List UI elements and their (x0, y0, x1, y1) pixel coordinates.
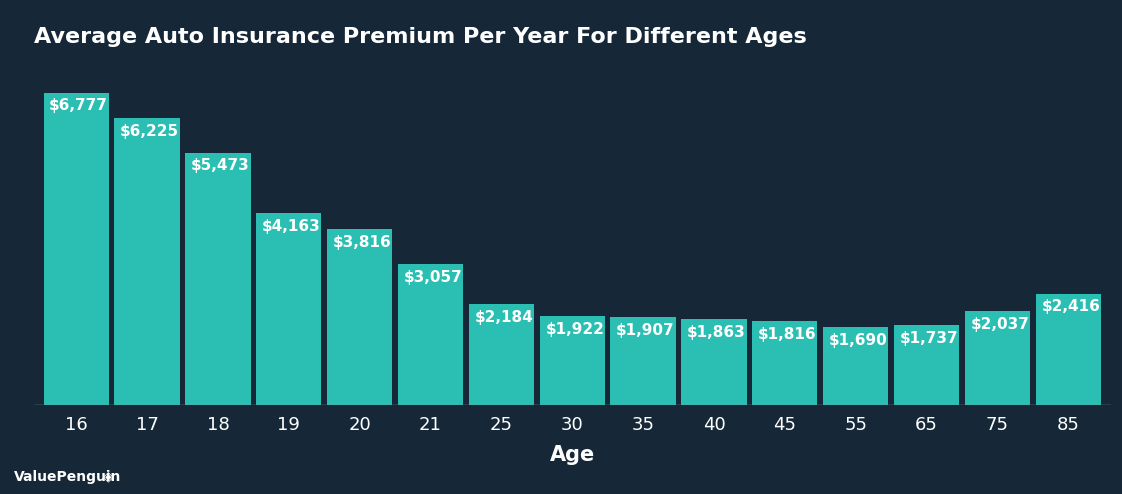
Bar (327, 229, 393, 405)
Text: $1,816: $1,816 (757, 327, 817, 342)
Text: $1,737: $1,737 (900, 330, 958, 345)
Text: $5,473: $5,473 (191, 158, 250, 173)
Bar (185, 153, 250, 405)
Text: ValuePenguin: ValuePenguin (13, 470, 121, 484)
Text: $1,922: $1,922 (545, 322, 604, 337)
Bar (824, 327, 889, 405)
Text: ◈: ◈ (103, 469, 113, 483)
X-axis label: Age: Age (550, 445, 595, 465)
Text: $1,690: $1,690 (829, 332, 888, 348)
Text: $6,225: $6,225 (120, 124, 180, 139)
Text: $3,057: $3,057 (404, 270, 462, 285)
Text: $6,777: $6,777 (49, 98, 108, 113)
Text: $3,816: $3,816 (333, 235, 392, 249)
Bar (540, 317, 605, 405)
Text: $2,416: $2,416 (1041, 299, 1101, 314)
Text: $1,863: $1,863 (687, 325, 746, 340)
Text: $1,907: $1,907 (616, 323, 674, 338)
Bar (894, 325, 959, 405)
Bar (965, 311, 1030, 405)
Bar (44, 92, 109, 405)
Bar (752, 322, 818, 405)
Bar (256, 213, 321, 405)
Bar (114, 118, 180, 405)
Bar (610, 317, 675, 405)
Text: $2,037: $2,037 (971, 317, 1029, 331)
Text: $2,184: $2,184 (475, 310, 533, 325)
Text: Average Auto Insurance Premium Per Year For Different Ages: Average Auto Insurance Premium Per Year … (34, 27, 807, 46)
Bar (1036, 294, 1101, 405)
Bar (398, 264, 463, 405)
Bar (681, 319, 746, 405)
Bar (469, 304, 534, 405)
Text: $4,163: $4,163 (261, 219, 321, 234)
